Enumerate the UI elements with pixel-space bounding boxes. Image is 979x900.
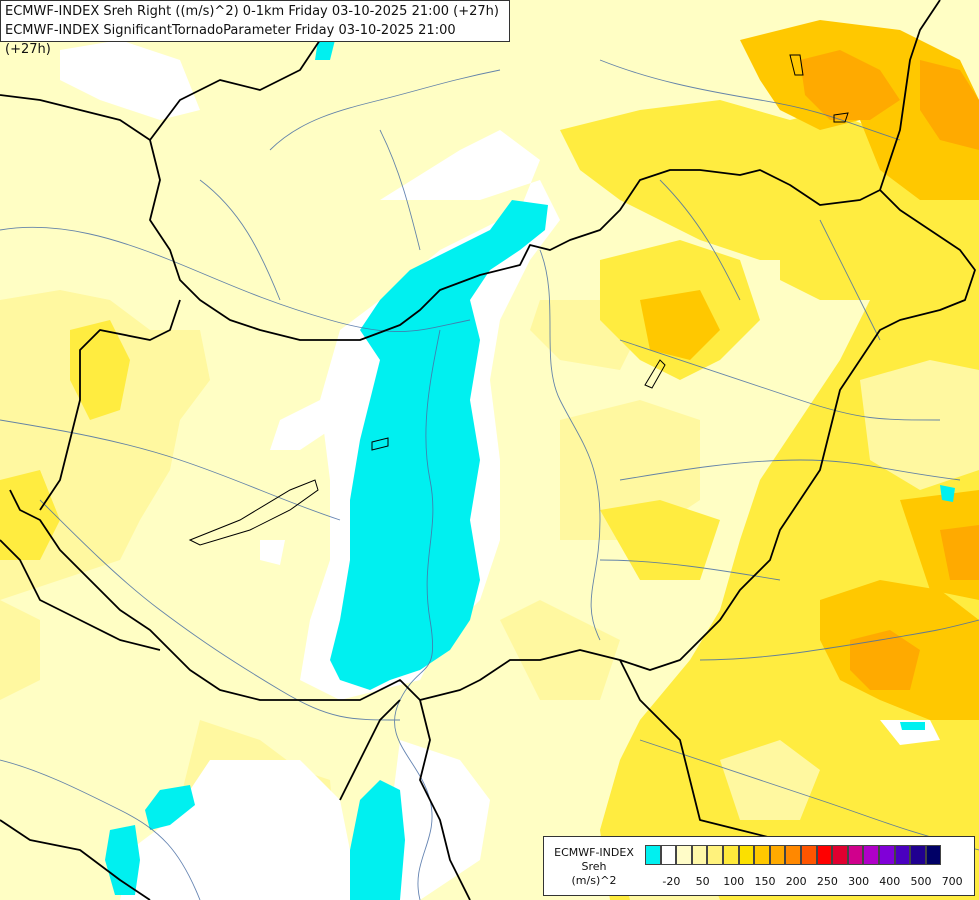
legend-ticks: -20 50 100 150 200 250 300 400 500 700 — [645, 875, 975, 889]
map-title-box: ECMWF-INDEX Sreh Right ((m/s)^2) 0-1km F… — [0, 0, 510, 57]
legend-unit: (m/s)^2 — [571, 874, 617, 887]
legend-swatch — [738, 845, 755, 865]
legend-swatch — [800, 845, 817, 865]
legend-tick-label: 50 — [695, 875, 710, 888]
legend-swatch — [754, 845, 770, 865]
legend-swatch — [707, 845, 723, 865]
legend-swatch — [769, 845, 786, 865]
legend-swatch — [863, 845, 879, 865]
color-legend: ECMWF-INDEX Sreh (m/s)^2 -20 50 100 150 200 2… — [543, 836, 975, 896]
legend-swatch — [894, 845, 911, 865]
title-line-stp: ECMWF-INDEX SignificantTornadoParameter … — [5, 23, 456, 57]
legend-swatch — [910, 845, 926, 865]
legend-swatches — [645, 845, 942, 865]
legend-title: ECMWF-INDEX — [554, 846, 634, 859]
legend-swatch — [878, 845, 895, 865]
legend-swatch — [832, 845, 848, 865]
title-line-sreh: ECMWF-INDEX Sreh Right ((m/s)^2) 0-1km F… — [5, 4, 499, 19]
legend-tick-label: -20 — [662, 875, 681, 888]
legend-swatch — [785, 845, 801, 865]
legend-swatch — [660, 845, 677, 865]
legend-swatch — [691, 845, 708, 865]
lakes — [188, 54, 849, 546]
legend-swatch — [722, 845, 739, 865]
legend-tick-label: 150 — [754, 875, 776, 888]
legend-tick-label: 200 — [785, 875, 807, 888]
legend-tick-label: 400 — [879, 875, 901, 888]
legend-tick-label: 500 — [910, 875, 932, 888]
field-yellow — [0, 100, 979, 900]
legend-swatch — [645, 845, 661, 865]
legend-tick-label: 250 — [816, 875, 838, 888]
legend-tick-label: 100 — [723, 875, 745, 888]
legend-variable: Sreh — [581, 860, 607, 873]
legend-tick-label: 700 — [941, 875, 963, 888]
field-orange — [800, 50, 979, 690]
field-cyan — [105, 40, 955, 900]
legend-swatch — [847, 845, 864, 865]
legend-tick-label: 300 — [848, 875, 870, 888]
legend-swatch — [816, 845, 833, 865]
legend-swatch — [925, 845, 942, 865]
legend-swatch — [676, 845, 692, 865]
